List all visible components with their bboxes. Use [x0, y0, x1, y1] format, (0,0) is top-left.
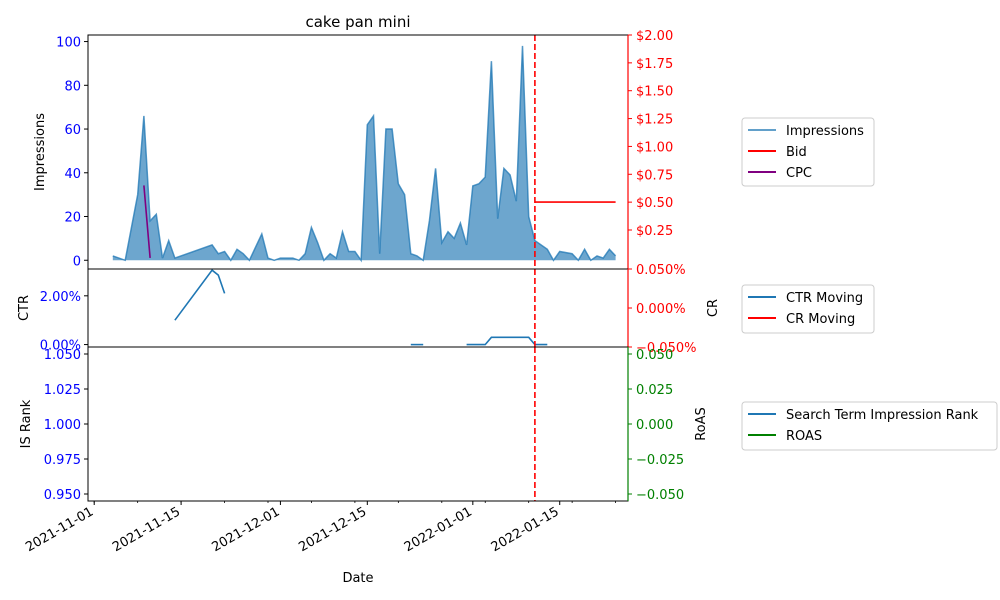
- x-axis-label: Date: [342, 571, 373, 586]
- right-tick-label: 0.050%: [636, 263, 686, 278]
- right-tick-label: $0.25: [636, 224, 673, 239]
- legend-label: CR Moving: [786, 312, 855, 327]
- y-tick-label: 0: [73, 254, 81, 269]
- y-axis-label: Impressions: [33, 113, 48, 191]
- right-axis-label: RoAS: [694, 407, 709, 441]
- y-tick-label: 80: [64, 79, 81, 94]
- impressions-line: [112, 45, 617, 263]
- right-tick-label: −0.050: [636, 488, 684, 503]
- x-tick-label: 2021-11-15: [110, 504, 183, 555]
- x-tick-label: 2021-12-15: [296, 504, 369, 555]
- y-tick-label: 40: [64, 167, 81, 182]
- x-tick-label: 2022-01-15: [489, 504, 562, 555]
- y-tick-label: 100: [56, 36, 81, 51]
- y-tick-label: 0.950: [44, 488, 81, 503]
- y-tick-label: 2.00%: [40, 290, 81, 305]
- legend-box: [741, 401, 998, 451]
- x-tick-label: 2021-11-01: [23, 504, 96, 555]
- panel-top: 0 20 40 60 80 100 $0.25 $0.50 $0.75 $1.00 $1.25 $1.…: [33, 29, 673, 270]
- x-tick-label: 2021-12-01: [209, 504, 282, 555]
- chart-panels: 0 20 40 60 80 100 $0.25 $0.50 $0.75 $1.00 $1.25 $1.…: [17, 29, 721, 555]
- legend-box: [741, 117, 875, 187]
- x-axis: 2021-11-01 2021-11-15 2021-12-01 2021-12-15…: [23, 501, 616, 555]
- right-tick-label: −0.050%: [636, 341, 696, 356]
- ctr-moving-line: [174, 269, 226, 321]
- y-tick-label: 20: [64, 211, 81, 226]
- legend-label: Search Term Impression Rank: [786, 408, 979, 423]
- legend-label: Bid: [786, 145, 807, 160]
- panel-mid: 0.00% 2.00% −0.050% 0.000% 0.050% CTR CR: [17, 263, 721, 356]
- right-tick-label: 0.050: [636, 348, 673, 363]
- right-tick-label: $2.00: [636, 29, 673, 44]
- plot-frame: [87, 34, 629, 270]
- legend-label: ROAS: [786, 429, 822, 444]
- cpc-line: [143, 185, 151, 258]
- legend-label: CTR Moving: [786, 291, 863, 306]
- ctr-moving-line: [466, 336, 548, 346]
- panel-bottom: 0.950 0.975 1.000 1.025 1.050 −0.050 −0.025 0.0…: [19, 346, 709, 503]
- legend-mid: CTR Moving CR Moving: [741, 284, 875, 334]
- chart-title: cake pan mini: [305, 13, 410, 31]
- right-tick-label: $1.00: [636, 140, 673, 155]
- legends: Impressions Bid CPC CTR Moving CR Moving Sear…: [741, 117, 998, 451]
- y-tick-label: 1.050: [44, 348, 81, 363]
- right-tick-label: $1.50: [636, 85, 673, 100]
- right-axis-label: CR: [706, 299, 721, 317]
- right-tick-label: $1.75: [636, 57, 673, 72]
- right-tick-label: $0.50: [636, 196, 673, 211]
- y-tick-label: 0.00%: [40, 339, 81, 354]
- right-tick-label: $1.25: [636, 113, 673, 128]
- right-tick-label: −0.025: [636, 453, 684, 468]
- y-axis-label: CTR: [17, 295, 32, 321]
- legend-top: Impressions Bid CPC: [741, 117, 875, 187]
- right-tick-label: $0.75: [636, 168, 673, 183]
- legend-label: CPC: [786, 166, 812, 181]
- plot-frame: [87, 346, 629, 502]
- y-tick-label: 0.975: [44, 453, 81, 468]
- y-axis-label: IS Rank: [19, 399, 34, 448]
- right-tick-label: 0.025: [636, 383, 673, 398]
- right-tick-label: 0.000%: [636, 302, 686, 317]
- y-tick-label: 1.025: [44, 383, 81, 398]
- x-tick-label: 2022-01-01: [402, 504, 475, 555]
- y-tick-label: 60: [64, 123, 81, 138]
- right-tick-label: 0.000: [636, 418, 673, 433]
- legend-bottom: Search Term Impression Rank ROAS: [741, 401, 998, 451]
- plot-frame: [87, 268, 629, 348]
- impressions-area: [112, 45, 616, 261]
- legend-label: Impressions: [786, 124, 864, 139]
- y-tick-label: 1.000: [44, 418, 81, 433]
